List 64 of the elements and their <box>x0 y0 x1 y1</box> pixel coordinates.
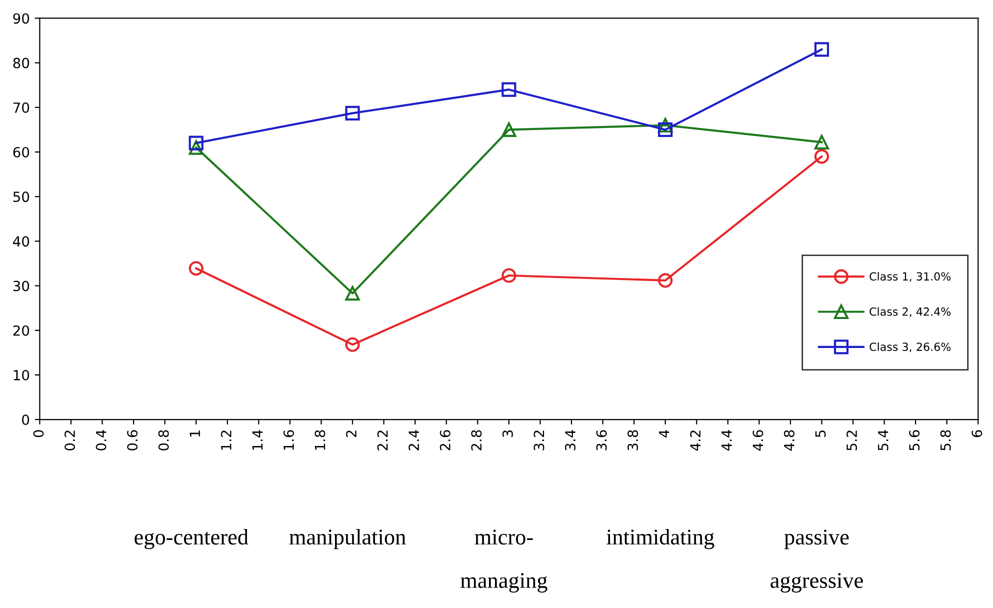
x-tick-label: 4.8 <box>784 430 794 451</box>
x-tick-label: 2.2 <box>377 430 388 450</box>
point <box>502 268 516 283</box>
point <box>502 122 516 137</box>
text: intimidating <box>606 528 714 550</box>
y-tick-label: 60 <box>13 146 30 158</box>
x-tick-label: 1.4 <box>252 430 263 450</box>
text: manipulation <box>289 528 406 550</box>
legend-label: Class 1, 31.0% <box>870 272 951 282</box>
point <box>345 106 360 121</box>
x-tick-label: 5.8 <box>940 430 951 450</box>
y-tick-label: 20 <box>13 325 30 336</box>
point <box>345 337 360 352</box>
y-tick-label: 90 <box>13 13 30 24</box>
x-tick-label: 5.2 <box>846 430 858 450</box>
x-tick-label: 1.6 <box>283 430 294 450</box>
y-tick-label: 70 <box>13 102 30 113</box>
x-tick-label: 3.2 <box>534 430 544 450</box>
x-tick-label: 3.8 <box>628 430 638 450</box>
x-tick-label: 5.4 <box>878 430 888 450</box>
point <box>814 134 829 150</box>
text: micro- managing <box>460 530 548 593</box>
point <box>658 118 673 133</box>
point <box>814 42 829 57</box>
y-tick-label: 50 <box>13 192 30 202</box>
x-tick-label: 3.4 <box>564 430 576 450</box>
x-tick-label: 2.8 <box>471 430 482 450</box>
x-tick-label: 2.6 <box>440 430 450 450</box>
x-tick-label: 4 <box>659 430 670 438</box>
legend-label: Class 3, 26.6% <box>870 342 951 352</box>
text: passive aggressive <box>770 530 863 593</box>
x-tick-label: 0.4 <box>96 430 106 450</box>
x-tick-label: 1 <box>190 430 200 437</box>
x-tick-label: 2 <box>346 430 356 438</box>
point <box>502 82 516 97</box>
point <box>814 149 829 164</box>
point <box>658 273 673 288</box>
point <box>345 286 360 301</box>
text: ego-centered <box>134 528 248 550</box>
x-tick-label: 1.2 <box>220 430 232 450</box>
x-tick-label: 3.6 <box>596 430 607 450</box>
point <box>188 140 204 155</box>
y-tick-label: 40 <box>13 236 30 247</box>
y-tick-label: 80 <box>13 58 30 68</box>
x-tick-label: 0 <box>33 430 44 438</box>
point <box>188 136 204 150</box>
point <box>188 261 204 276</box>
y-tick-label: 30 <box>13 280 30 292</box>
x-tick-label: 0.8 <box>158 430 169 450</box>
x-tick-label: 2.4 <box>408 430 419 450</box>
y-tick-label: 0 <box>22 414 30 425</box>
x-tick-label: 3 <box>502 430 513 438</box>
legend-label: Class 2, 42.4% <box>870 307 951 317</box>
point <box>658 122 673 137</box>
x-tick-label: 4.2 <box>690 430 700 451</box>
x-tick-label: 5 <box>815 430 826 438</box>
x-tick-label: 6 <box>972 430 982 438</box>
x-tick-label: 5.6 <box>909 430 920 450</box>
x-tick-label: 4.6 <box>752 430 764 451</box>
x-tick-label: 0.6 <box>127 430 138 450</box>
x-tick-label: 4.4 <box>722 430 732 451</box>
x-tick-label: 0.2 <box>64 430 76 450</box>
x-tick-label: 1.8 <box>314 430 326 450</box>
y-tick-label: 10 <box>14 370 30 380</box>
